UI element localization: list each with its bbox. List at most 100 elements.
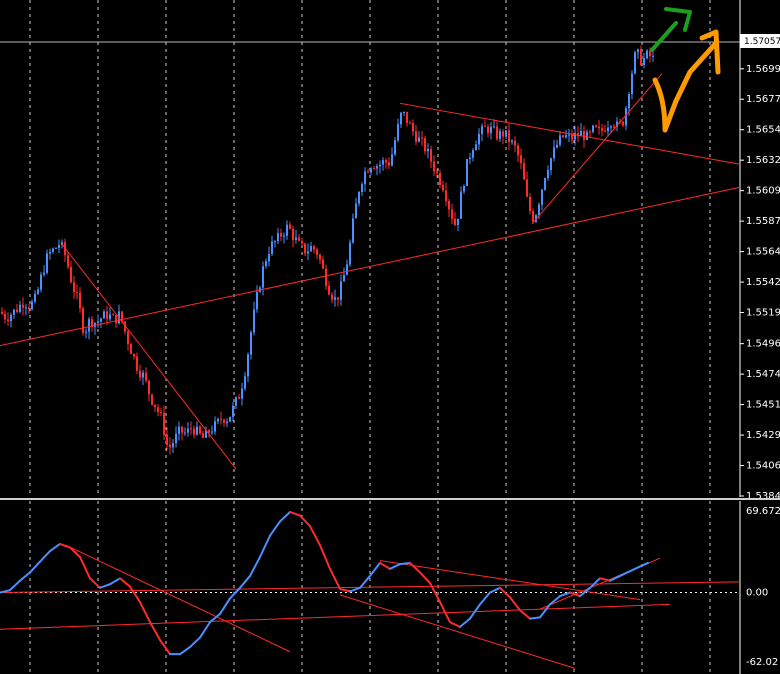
price-tick-label: 1.53840 [746, 491, 780, 502]
candle-body [514, 140, 516, 146]
candle-body [499, 131, 501, 139]
price-tick-label: 1.54065 [746, 461, 780, 472]
candle-body [157, 407, 159, 412]
osc-series-segment [569, 591, 581, 598]
candle-body [37, 289, 39, 294]
candle-body [394, 140, 396, 155]
candle-body [508, 130, 510, 143]
candle-body [130, 344, 132, 354]
price-tick-label: 1.56320 [746, 155, 780, 166]
candle-body [328, 285, 330, 295]
candle-body [148, 380, 150, 395]
candle-body [547, 170, 549, 179]
candle-body [628, 94, 630, 109]
candle-body [388, 162, 390, 166]
candle-body [52, 248, 54, 252]
osc-series-segment [39, 550, 51, 563]
candle-body [334, 297, 336, 300]
candle-body [481, 125, 483, 134]
candle-body [637, 49, 639, 53]
osc-series-segment [449, 621, 461, 628]
osc-series-segment [249, 555, 261, 577]
candle-body [463, 185, 465, 192]
osc-series-segment [69, 546, 81, 558]
osc-series-segment [309, 525, 321, 547]
candle-body [16, 309, 18, 312]
candle-body [370, 168, 372, 173]
current-price-text: 1.57057 [744, 37, 780, 47]
price-tick-label: 1.55420 [746, 277, 780, 288]
osc-series-segment [469, 603, 481, 620]
candle-body [490, 126, 492, 134]
candle-body [559, 135, 561, 145]
candle-body [79, 292, 81, 309]
osc-series-segment [479, 591, 491, 606]
candle-body [409, 123, 411, 125]
candle-body [526, 179, 528, 197]
candle-body [586, 131, 588, 140]
candle-body [649, 50, 651, 57]
candle-body [445, 190, 447, 201]
candle-body [151, 394, 153, 405]
candle-body [466, 159, 468, 186]
candle-body [460, 191, 462, 219]
osc-series-segment [259, 534, 271, 558]
candle-body [613, 126, 615, 128]
candle-body [595, 125, 597, 127]
osc-series-segment [339, 587, 351, 593]
orange-arrow [652, 29, 721, 133]
candle-body [571, 134, 573, 140]
osc-series-segment [619, 570, 631, 577]
candle-body [523, 163, 525, 180]
osc-series-segment [219, 597, 231, 615]
osc-series-segment [209, 612, 221, 624]
candle-body [283, 235, 285, 237]
osc-series-segment [549, 595, 561, 606]
candle-body [427, 148, 429, 152]
candle-body [277, 233, 279, 242]
candle-body [34, 293, 36, 302]
candle-body [349, 242, 351, 265]
candle-body [85, 331, 87, 333]
osc-series-segment [279, 510, 291, 523]
candle-body [583, 131, 585, 140]
candle-body [187, 428, 189, 433]
candle-body [574, 133, 576, 140]
osc-series-segment [489, 586, 501, 594]
candle-body [262, 266, 264, 288]
candle-body [67, 255, 69, 267]
candle-body [160, 411, 162, 413]
osc-series-segment [189, 636, 201, 649]
candle-body [361, 184, 363, 192]
osc-line-4 [339, 594, 576, 669]
candle-body [268, 253, 270, 262]
osc-line-2 [0, 603, 671, 630]
candle-body [106, 311, 108, 320]
green-arrow [650, 7, 692, 52]
osc-series-segment [349, 586, 361, 593]
candle-body [76, 292, 78, 294]
osc-tick-label: 0.00 [746, 588, 768, 599]
candle-body [415, 131, 417, 142]
candle-body [238, 397, 240, 399]
lower-rising-line [0, 186, 741, 347]
price-tick-label: 1.55195 [746, 308, 780, 319]
candle-body [373, 168, 375, 170]
osc-series-segment [59, 542, 71, 549]
candle-body [220, 418, 222, 420]
candle-body [88, 319, 90, 332]
candle-body [235, 397, 237, 406]
candle-body [484, 125, 486, 127]
candle-body [313, 246, 315, 250]
candle-body [580, 131, 582, 137]
candle-body [331, 294, 333, 300]
osc-series-segment [99, 583, 111, 589]
oscillator-trendlines [0, 544, 741, 669]
candle-body [475, 144, 477, 151]
candle-body [115, 315, 117, 324]
candle-body [73, 282, 75, 293]
candle-body [280, 233, 282, 237]
candle-body [406, 111, 408, 124]
osc-series-segment [269, 520, 281, 537]
osc-series-segment [179, 646, 191, 656]
